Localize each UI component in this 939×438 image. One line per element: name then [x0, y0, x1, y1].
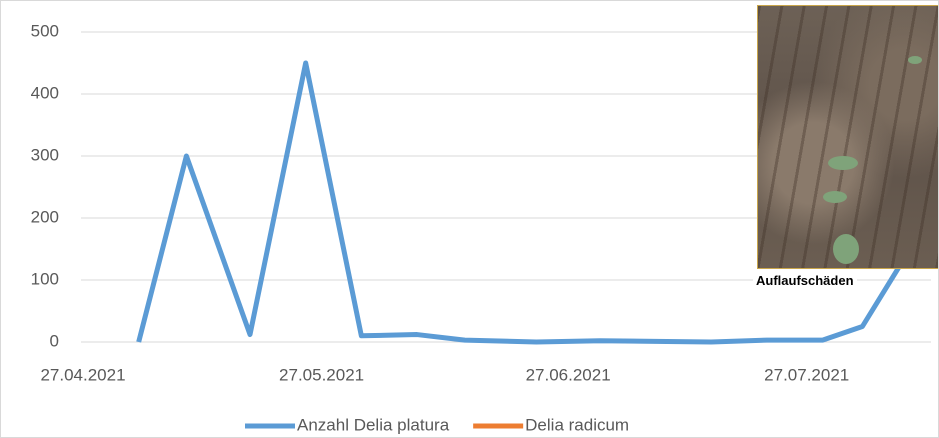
photo [757, 5, 938, 269]
y-tick-label: 400 [31, 83, 59, 102]
y-tick-label: 300 [31, 145, 59, 164]
x-tick-label: 27.04.2021 [40, 365, 125, 384]
y-tick-label: 0 [50, 331, 59, 350]
legend-label: Delia radicum [525, 415, 629, 434]
x-tick-label: 27.06.2021 [526, 365, 611, 384]
photo-caption: Auflaufschäden [753, 273, 857, 288]
x-tick-label: 27.07.2021 [764, 365, 849, 384]
y-tick-label: 200 [31, 207, 59, 226]
legend-label: Anzahl Delia platura [297, 415, 450, 434]
x-tick-label: 27.05.2021 [279, 365, 364, 384]
y-tick-label: 100 [31, 269, 59, 288]
data-line [136, 60, 913, 345]
y-tick-label: 500 [31, 21, 59, 40]
